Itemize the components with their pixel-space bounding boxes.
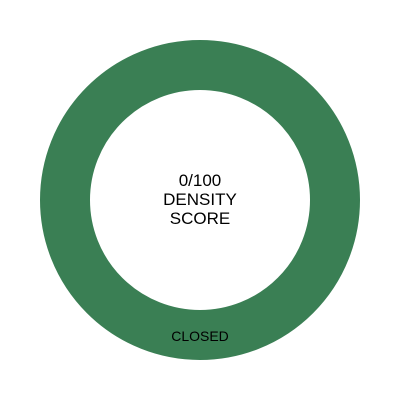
density-score-ring [40, 40, 360, 360]
ring-track [40, 40, 360, 360]
score-label-line1: DENSITY [163, 190, 237, 209]
status-label: CLOSED [171, 328, 229, 344]
score-label-line2: SCORE [169, 209, 231, 228]
score-value: 0/100 [178, 171, 222, 190]
score-readout: 0/100 DENSITY SCORE [100, 171, 300, 228]
